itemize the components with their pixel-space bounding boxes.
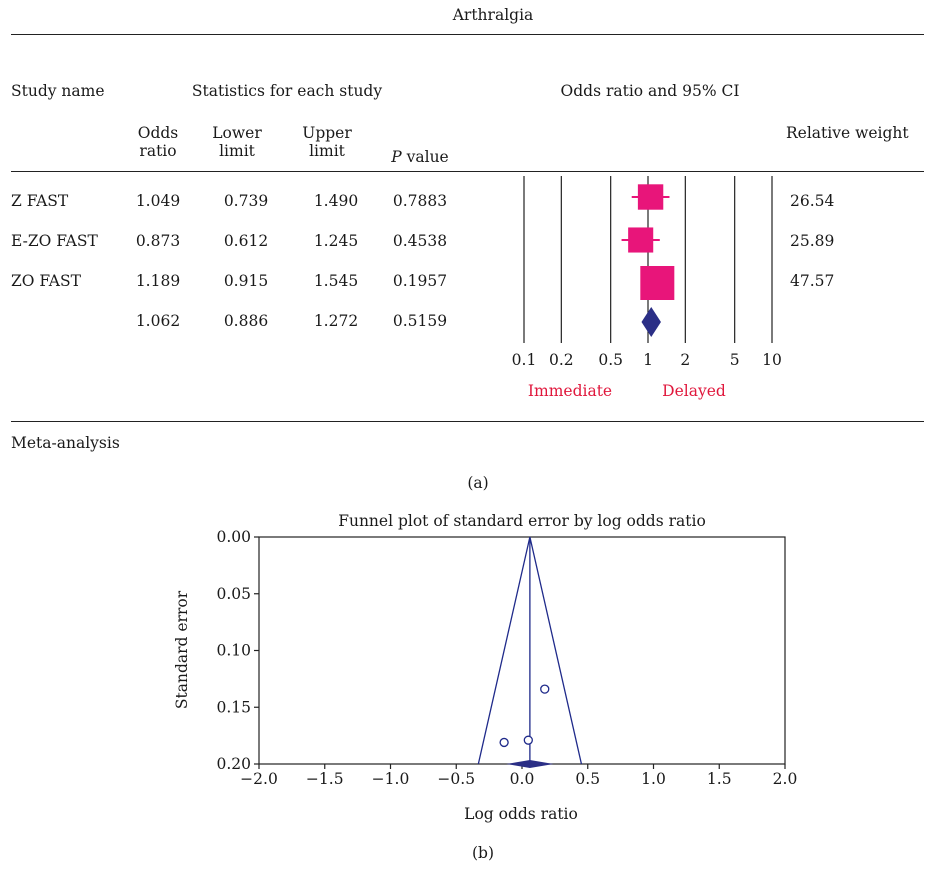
row-weight: 47.57 bbox=[790, 272, 835, 290]
x-tick-label: 0.5 bbox=[575, 770, 600, 788]
meta-analysis-label: Meta-analysis bbox=[11, 434, 120, 452]
funnel-point bbox=[523, 735, 533, 745]
header-p-italic: P bbox=[391, 148, 402, 166]
row-lower-limit: 0.739 bbox=[223, 192, 269, 210]
forest-bottom-rule bbox=[11, 421, 924, 422]
y-tick-label: 0.10 bbox=[216, 642, 251, 660]
forest-gridlines bbox=[523, 176, 773, 343]
forest-tick-label: 2 bbox=[680, 351, 690, 369]
summary-p-value: 0.5159 bbox=[392, 312, 448, 330]
forest-tick-label: 0.5 bbox=[598, 351, 623, 369]
forest-tick-label: 1 bbox=[643, 351, 653, 369]
row-odds-ratio: 0.873 bbox=[135, 232, 181, 250]
header-upper-limit-2: limit bbox=[309, 142, 345, 160]
forest-tick-label: 5 bbox=[730, 351, 740, 369]
study-marker bbox=[628, 227, 654, 253]
summary-odds-ratio: 1.062 bbox=[135, 312, 181, 330]
funnel-right-boundary bbox=[529, 536, 583, 765]
row-name: ZO FAST bbox=[11, 272, 81, 290]
y-tick-label: 0.15 bbox=[216, 698, 251, 716]
header-or-ci: Odds ratio and 95% CI bbox=[560, 82, 740, 100]
row-upper-limit: 1.545 bbox=[313, 272, 359, 290]
funnel-tick-labels: 0.00 0.05 0.10 0.15 0.20−2.0 −1.5 −1.0 −0.5 0.0 0… bbox=[216, 528, 797, 788]
study-marker bbox=[637, 184, 664, 210]
header-relative-weight: Relative weight bbox=[786, 124, 909, 142]
x-tick-label: −1.5 bbox=[306, 770, 344, 788]
funnel-summary-diamond bbox=[506, 760, 554, 768]
forest-tick-label: 0.2 bbox=[549, 351, 574, 369]
row-odds-ratio: 1.049 bbox=[135, 192, 181, 210]
header-odds-ratio-2: ratio bbox=[139, 142, 177, 160]
funnel-x-label: Log odds ratio bbox=[464, 805, 578, 823]
funnel-title: Funnel plot of standard error by log odd… bbox=[338, 512, 706, 530]
forest-marks bbox=[621, 184, 675, 337]
caption-b: (b) bbox=[471, 844, 495, 862]
header-p-value: P value bbox=[391, 148, 448, 166]
header-lower-limit-2: limit bbox=[219, 142, 255, 160]
summary-lower-limit: 0.886 bbox=[223, 312, 269, 330]
header-upper-limit-1: Upper bbox=[302, 124, 352, 142]
y-tick-label: 0.05 bbox=[216, 585, 251, 603]
forest-top-rule bbox=[11, 34, 924, 35]
row-weight: 25.89 bbox=[790, 232, 835, 250]
x-tick-label: −2.0 bbox=[240, 770, 278, 788]
forest-header-rule bbox=[11, 171, 924, 172]
summary-upper-limit: 1.272 bbox=[313, 312, 359, 330]
funnel-marks bbox=[477, 536, 583, 768]
x-tick-label: 1.5 bbox=[707, 770, 732, 788]
header-p-rest: value bbox=[401, 148, 449, 166]
row-p-value: 0.4538 bbox=[392, 232, 448, 250]
x-tick-label: −0.5 bbox=[437, 770, 475, 788]
caption-a: (a) bbox=[467, 474, 489, 492]
header-odds-ratio-1: Odds bbox=[137, 124, 179, 142]
row-odds-ratio: 1.189 bbox=[135, 272, 181, 290]
forest-title: Arthralgia bbox=[452, 6, 534, 24]
x-tick-label: 2.0 bbox=[773, 770, 798, 788]
row-lower-limit: 0.612 bbox=[223, 232, 269, 250]
study-marker bbox=[640, 266, 675, 300]
forest-tick-label: 10 bbox=[762, 351, 782, 369]
summary-diamond bbox=[641, 307, 661, 337]
row-name: E-ZO FAST bbox=[11, 232, 98, 250]
funnel-left-boundary bbox=[477, 536, 531, 765]
funnel-point bbox=[540, 684, 550, 694]
row-p-value: 0.1957 bbox=[392, 272, 448, 290]
x-tick-label: −1.0 bbox=[372, 770, 410, 788]
header-statistics: Statistics for each study bbox=[191, 82, 383, 100]
funnel-point bbox=[499, 737, 509, 748]
y-tick-label: 0.20 bbox=[216, 755, 251, 773]
row-weight: 26.54 bbox=[790, 192, 835, 210]
x-tick-label: 0.0 bbox=[510, 770, 535, 788]
forest-tick-labels: 0.1 0.2 0.5 1 2 5 10 bbox=[512, 351, 782, 369]
row-upper-limit: 1.490 bbox=[313, 192, 359, 210]
row-p-value: 0.7883 bbox=[392, 192, 448, 210]
row-upper-limit: 1.245 bbox=[313, 232, 359, 250]
y-tick-label: 0.00 bbox=[216, 528, 251, 546]
forest-tick-label: 0.1 bbox=[512, 351, 537, 369]
row-name: Z FAST bbox=[11, 192, 69, 210]
delayed-label: Delayed bbox=[662, 382, 726, 400]
header-study-name: Study name bbox=[11, 82, 105, 100]
immediate-label: Immediate bbox=[527, 382, 613, 400]
header-lower-limit-1: Lower bbox=[212, 124, 262, 142]
funnel-frame bbox=[254, 536, 786, 769]
row-lower-limit: 0.915 bbox=[223, 272, 269, 290]
x-tick-label: 1.0 bbox=[641, 770, 666, 788]
